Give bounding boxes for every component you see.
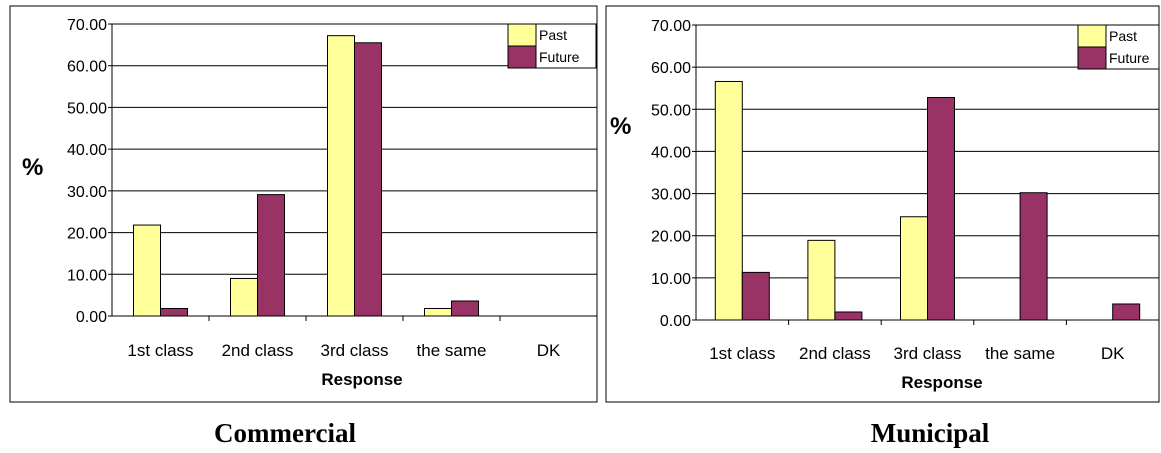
y-tick-label: 20.00: [67, 226, 107, 243]
bar-past: [327, 35, 355, 317]
y-tick-label: 50.00: [67, 100, 107, 117]
chart-frame: [9, 5, 598, 403]
bar-future: [1019, 192, 1048, 321]
bar-past: [133, 224, 161, 317]
y-axis-title: %: [610, 113, 631, 140]
x-tick-label: 2nd class: [222, 341, 294, 360]
y-tick-label: 40.00: [67, 142, 107, 159]
bar-past: [424, 307, 452, 317]
x-axis-title: Response: [321, 370, 402, 389]
bar-past: [230, 277, 258, 317]
x-axis-title: Response: [901, 373, 982, 392]
x-tick-label: 2nd class: [799, 344, 871, 363]
legend-swatch-future: [1077, 46, 1107, 70]
y-tick-label: 10.00: [651, 271, 691, 288]
y-tick-label: 50.00: [651, 102, 691, 119]
caption-commercial: Commercial: [214, 418, 356, 448]
x-tick-label: 1st class: [127, 341, 193, 360]
bar-future: [354, 42, 382, 317]
bar-past: [714, 80, 743, 321]
x-tick-label: DK: [1101, 344, 1125, 363]
x-tick-label: 3rd class: [320, 341, 388, 360]
bar-future: [1112, 303, 1141, 321]
x-tick-label: 3rd class: [893, 344, 961, 363]
legend-label-past: Past: [1109, 28, 1137, 44]
y-tick-label: 70.00: [651, 18, 691, 35]
y-tick-label: 30.00: [651, 187, 691, 204]
y-tick-label: 30.00: [67, 184, 107, 201]
bar-future: [451, 300, 479, 317]
chart-frame: [605, 5, 1160, 403]
x-tick-label: the same: [417, 341, 487, 360]
y-tick-label: 60.00: [651, 60, 691, 77]
bar-past: [900, 216, 928, 321]
bar-past: [807, 239, 836, 321]
bar-future: [741, 271, 770, 321]
legend-swatch-past: [1077, 24, 1107, 48]
bar-future: [257, 194, 285, 317]
chart-municipal: 0.00 10.00 20.00 30.00 40.00 50.00 60.00 70.00 1…: [605, 5, 1160, 403]
y-tick-label: 60.00: [67, 59, 107, 76]
legend-swatch-future: [507, 45, 537, 69]
y-tick-label: 70.00: [67, 17, 107, 34]
caption-municipal: Municipal: [870, 418, 990, 448]
bar-future: [834, 311, 863, 321]
legend-label-future: Future: [539, 49, 580, 65]
legend-label-past: Past: [539, 27, 567, 43]
legend-label-future: Future: [1109, 50, 1150, 66]
legend-swatch-past: [507, 23, 537, 47]
y-axis-title: %: [22, 154, 43, 181]
y-tick-label: 10.00: [67, 267, 107, 284]
y-tick-label: 40.00: [651, 144, 691, 161]
y-tick-label: 0.00: [660, 313, 691, 330]
bar-future: [160, 307, 188, 317]
x-tick-label: the same: [985, 344, 1055, 363]
x-tick-label: 1st class: [709, 344, 775, 363]
x-tick-label: DK: [537, 341, 561, 360]
y-tick-label: 20.00: [651, 229, 691, 246]
bar-future: [927, 96, 955, 321]
chart-commercial: 0.00 10.00 20.00 30.00 40.00 50.00 60.00 70.00 1…: [9, 5, 598, 403]
y-tick-label: 0.00: [76, 309, 107, 326]
